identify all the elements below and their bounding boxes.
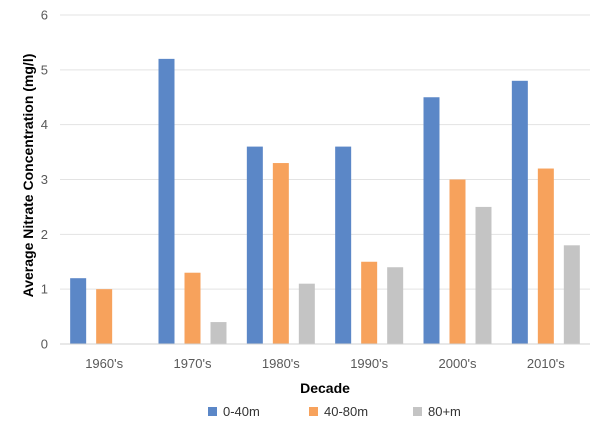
bar-80+m-2000's [475, 206, 492, 344]
legend-item-0-40m: 0-40m [208, 404, 260, 419]
y-tick-label: 4 [41, 117, 48, 132]
bars [70, 58, 580, 345]
bar-40-80m-2000's [449, 179, 466, 344]
gridlines [60, 14, 590, 290]
x-axis-ticks: 1960's 1970's 1980's 1990's 2000's 2010's [85, 356, 565, 371]
bar-80+m-1980's [298, 283, 315, 344]
legend-label: 80+m [428, 404, 461, 419]
bar-0-40m-2000's [423, 97, 440, 344]
legend-item-80+m: 80+m [413, 404, 461, 419]
y-axis-title: Average Nitrate Concentration (mg/l) [20, 54, 36, 298]
legend-swatch [413, 407, 422, 416]
legend-swatch [208, 407, 217, 416]
bar-40-80m-2010's [537, 168, 554, 344]
legend-swatch [309, 407, 318, 416]
x-tick-label: 2000's [439, 356, 477, 371]
y-tick-label: 5 [41, 62, 48, 77]
bar-40-80m-1970's [184, 272, 201, 344]
y-tick-label: 1 [41, 282, 48, 297]
bar-80+m-2010's [563, 245, 580, 344]
bar-40-80m-1990's [361, 261, 378, 344]
x-tick-label: 1980's [262, 356, 300, 371]
bar-40-80m-1960's [96, 289, 113, 344]
y-tick-label: 2 [41, 227, 48, 242]
bar-0-40m-1990's [335, 146, 352, 344]
bar-40-80m-1980's [272, 163, 289, 344]
legend-item-40-80m: 40-80m [309, 404, 368, 419]
bar-0-40m-1970's [158, 58, 175, 344]
bar-0-40m-1980's [246, 146, 263, 344]
y-axis-ticks: 0 1 2 3 4 5 6 [41, 8, 48, 352]
legend-label: 0-40m [223, 404, 260, 419]
x-tick-label: 1990's [350, 356, 388, 371]
x-tick-label: 1960's [85, 356, 123, 371]
bar-80+m-1990's [387, 267, 404, 344]
x-tick-label: 1970's [174, 356, 212, 371]
legend: 0-40m 40-80m 80+m [208, 404, 461, 419]
x-tick-label: 2010's [527, 356, 565, 371]
bar-0-40m-2010's [511, 80, 528, 345]
legend-label: 40-80m [324, 404, 368, 419]
y-tick-label: 3 [41, 172, 48, 187]
y-tick-label: 6 [41, 8, 48, 23]
y-tick-label: 0 [41, 337, 48, 352]
bar-80+m-1970's [210, 322, 227, 344]
bar-0-40m-1960's [70, 278, 87, 344]
x-axis-title: Decade [300, 380, 350, 396]
